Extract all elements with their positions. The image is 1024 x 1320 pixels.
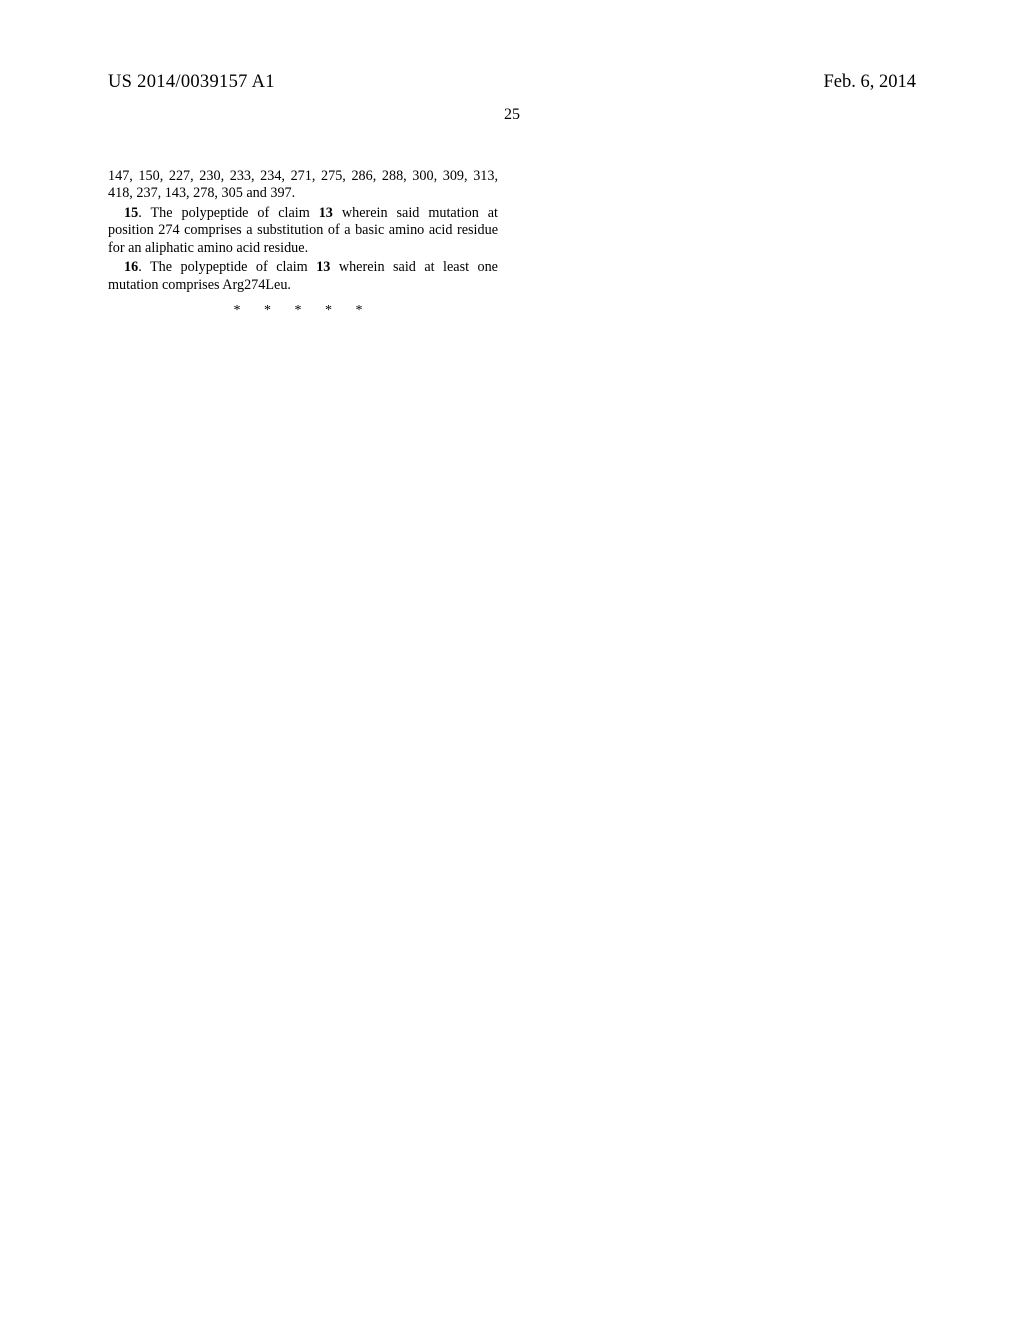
claim-16-ref: 13 — [316, 259, 330, 275]
publication-number: US 2014/0039157 A1 — [108, 72, 275, 93]
end-of-document-marks: * * * * * — [108, 302, 498, 319]
claim-16-number: 16 — [124, 259, 138, 275]
publication-date: Feb. 6, 2014 — [824, 72, 917, 93]
claim-15-ref: 13 — [319, 205, 333, 221]
claim-16-text-b: wherein said at least one — [330, 259, 498, 275]
claims-column: 147, 150, 227, 230, 233, 234, 271, 275, … — [108, 168, 498, 320]
claim-15: 15. The polypeptide of claim 13 wherein … — [108, 205, 498, 257]
continuation-line-1: 147, 150, 227, 230, 233, 234, 271, 275, … — [108, 168, 468, 184]
claim-15-text-a: . The polypeptide of claim — [138, 205, 319, 221]
claim-16: 16. The polypeptide of claim 13 wherein … — [108, 259, 498, 294]
continuation-text: 147, 150, 227, 230, 233, 234, 271, 275, … — [108, 168, 498, 203]
claim-15-number: 15 — [124, 205, 138, 221]
claim-16-text-a: . The polypeptide of claim — [138, 259, 316, 275]
claim-16-text-c: mutation comprises Arg274Leu. — [108, 277, 291, 293]
claim-15-text-c: position 274 comprises a substitution of… — [108, 222, 452, 238]
claim-15-text-b: wherein said mutation at — [333, 205, 498, 221]
page-number: 25 — [0, 106, 1024, 124]
